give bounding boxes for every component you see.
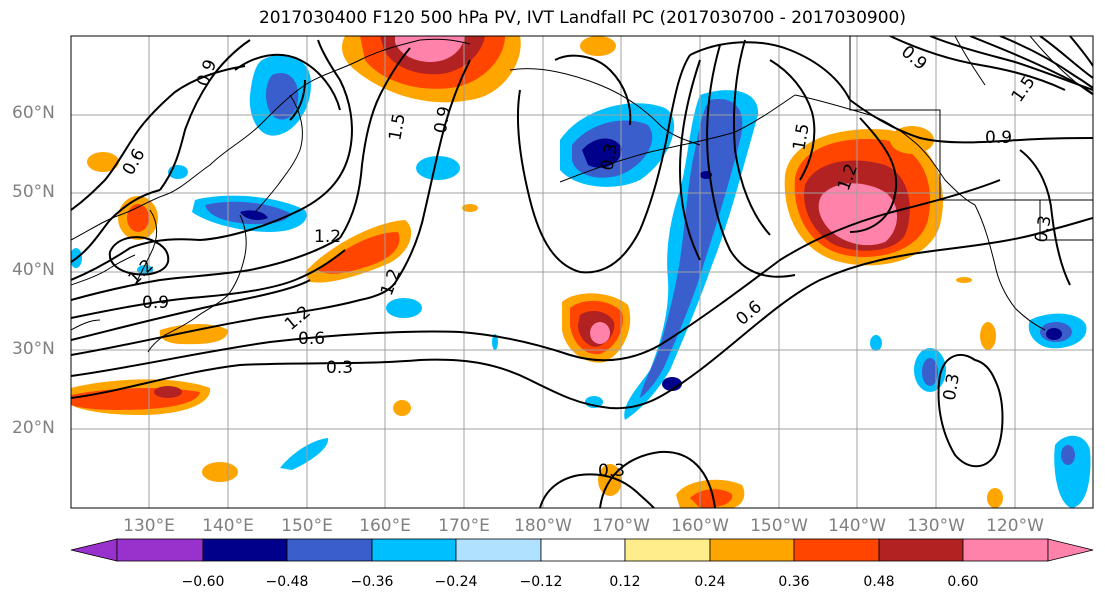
map-panel: 0.9 0.6 1.2 1.5 0.9 0.6 1.2 0.9 1.2 1.2 … bbox=[71, 36, 1093, 508]
contour-label: 1.2 bbox=[314, 227, 341, 247]
colorbar-tick-label: −0.60 bbox=[181, 574, 225, 590]
colorbar-tick-label: 0.24 bbox=[694, 574, 726, 590]
lon-label: 140°E bbox=[202, 516, 254, 536]
contour-label-group: 0.9 0.6 1.2 1.5 0.9 0.6 1.2 0.9 1.2 1.2 … bbox=[119, 42, 1056, 481]
colorbar-tick-label: −0.12 bbox=[519, 574, 563, 590]
lat-label: 50°N bbox=[12, 182, 55, 202]
colorbar-bin bbox=[962, 538, 1049, 562]
contour-label: 0.9 bbox=[142, 293, 169, 313]
colorbar-tick-label: 0.12 bbox=[609, 574, 641, 590]
colorbar-bin bbox=[286, 538, 373, 562]
lat-label: 60°N bbox=[12, 103, 55, 123]
lon-label: 130°W bbox=[907, 516, 965, 536]
contour-label: 0.6 bbox=[298, 329, 325, 349]
map-title: 2017030400 F120 500 hPa PV, IVT Landfall… bbox=[258, 8, 906, 28]
contour-label: 0.3 bbox=[598, 461, 625, 481]
lon-label: 150°E bbox=[281, 516, 333, 536]
contour-label: 1.5 bbox=[789, 122, 813, 152]
lat-label: 40°N bbox=[12, 260, 55, 280]
contour-label: 1.5 bbox=[385, 112, 409, 142]
lon-label: 160°W bbox=[671, 516, 729, 536]
pv-anomaly-shading bbox=[71, 36, 1091, 508]
colorbar-tick-label: 0.60 bbox=[947, 574, 979, 590]
lon-label: 170°W bbox=[592, 516, 650, 536]
pv-contours bbox=[71, 36, 1093, 508]
contour-label: 0.9 bbox=[431, 105, 455, 135]
colorbar-bin bbox=[116, 538, 204, 562]
colorbar-tick-label: 0.48 bbox=[863, 574, 895, 590]
lon-label: 150°W bbox=[750, 516, 808, 536]
lon-label: 140°W bbox=[828, 516, 886, 536]
colorbar-bin bbox=[540, 538, 626, 562]
contour-label: 0.3 bbox=[940, 372, 964, 402]
contour-label: 0.3 bbox=[597, 142, 621, 172]
colorbar-bin bbox=[371, 538, 457, 562]
lat-label: 20°N bbox=[12, 418, 55, 438]
contour-label: 0.9 bbox=[985, 128, 1012, 148]
colorbar-bin bbox=[793, 538, 880, 562]
colorbar-extend-high bbox=[1047, 538, 1094, 562]
colorbar-extend-low bbox=[70, 538, 118, 562]
colorbar-bin bbox=[624, 538, 711, 562]
colorbar bbox=[70, 538, 1094, 562]
lon-label: 160°E bbox=[359, 516, 411, 536]
contour-label: 0.3 bbox=[326, 358, 353, 378]
lat-label: 30°N bbox=[12, 339, 55, 359]
lon-label: 130°E bbox=[123, 516, 175, 536]
colorbar-bin bbox=[878, 538, 964, 562]
lon-label: 170°E bbox=[438, 516, 490, 536]
lon-label: 120°W bbox=[986, 516, 1044, 536]
colorbar-tick-label: −0.48 bbox=[265, 574, 309, 590]
colorbar-bin bbox=[455, 538, 542, 562]
colorbar-bin bbox=[202, 538, 288, 562]
contour-label: 0.3 bbox=[1031, 214, 1055, 244]
colorbar-bin bbox=[709, 538, 795, 562]
colorbar-tick-label: −0.36 bbox=[350, 574, 394, 590]
map-frame bbox=[70, 35, 1094, 509]
lon-label: 180°W bbox=[514, 516, 572, 536]
colorbar-tick-label: −0.24 bbox=[434, 574, 478, 590]
colorbar-tick-label: 0.36 bbox=[778, 574, 810, 590]
